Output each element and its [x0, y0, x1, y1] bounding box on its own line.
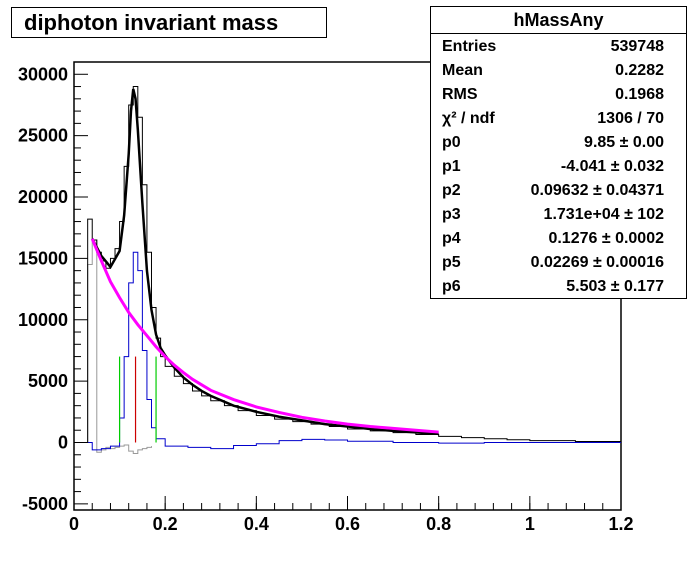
stats-row: p5 0.02269 ± 0.00016 [431, 251, 686, 275]
stats-value: 1.731e+04 ± 102 [543, 206, 664, 223]
stats-box-title: hMassAny [431, 7, 686, 34]
stats-label: Mean [442, 62, 483, 79]
stats-value: 0.2282 [615, 62, 664, 79]
stats-label: p6 [442, 278, 461, 295]
stats-row: p1 -4.041 ± 0.032 [431, 155, 686, 179]
stats-row: Entries 539748 [431, 35, 686, 59]
stats-label: p5 [442, 254, 461, 271]
stats-row: p6 5.503 ± 0.177 [431, 275, 686, 299]
stats-value: 539748 [610, 38, 664, 55]
signal-histogram [83, 251, 621, 451]
stats-row: p4 0.1276 ± 0.0002 [431, 227, 686, 251]
stats-row: Mean 0.2282 [431, 59, 686, 83]
stats-value: 0.1968 [615, 86, 664, 103]
series-layer [83, 86, 622, 455]
stats-label: RMS [442, 86, 478, 103]
stats-row: RMS 0.1968 [431, 83, 686, 107]
stats-value: 5.503 ± 0.177 [566, 278, 664, 295]
y-tick-label: -5000 [22, 494, 68, 514]
stats-label: p2 [442, 182, 461, 199]
stats-label: p0 [442, 134, 461, 151]
x-tick-label: 0 [69, 514, 79, 534]
y-tick-label: 15000 [18, 248, 68, 268]
y-tick-label: 20000 [18, 187, 68, 207]
stats-row: χ² / ndf 1306 / 70 [431, 107, 686, 131]
y-tick-label: 25000 [18, 126, 68, 146]
stats-row: p2 0.09632 ± 0.04371 [431, 179, 686, 203]
stats-value: 1306 / 70 [597, 110, 664, 127]
stats-value: 0.09632 ± 0.04371 [530, 182, 664, 199]
stats-label: p3 [442, 206, 461, 223]
x-tick-label: 0.4 [244, 514, 269, 534]
y-tick-label: 30000 [18, 64, 68, 84]
stats-label: χ² / ndf [442, 110, 495, 127]
total-fit-curve [91, 88, 439, 436]
x-tick-label: 0.2 [153, 514, 178, 534]
stats-value: 0.1276 ± 0.0002 [548, 230, 664, 247]
chart-title: diphoton invariant mass [11, 7, 327, 38]
stats-value: 0.02269 ± 0.00016 [530, 254, 664, 271]
stats-value: 9.85 ± 0.00 [584, 134, 664, 151]
stats-box: hMassAny Entries 539748 Mean 0.2282 RMS 0.196… [430, 6, 687, 299]
stats-row: p0 9.85 ± 0.00 [431, 131, 686, 155]
x-tick-label: 1.2 [608, 514, 633, 534]
stats-row: p3 1.731e+04 ± 102 [431, 203, 686, 227]
y-tick-label: 0 [58, 432, 68, 452]
stats-label: Entries [442, 38, 497, 55]
x-tick-label: 1 [525, 514, 535, 534]
y-tick-label: 5000 [28, 371, 68, 391]
stats-label: p4 [442, 230, 461, 247]
x-tick-label: 0.6 [335, 514, 360, 534]
y-tick-label: 10000 [18, 310, 68, 330]
background-fit-curve [90, 238, 439, 434]
stats-label: p1 [442, 158, 461, 175]
x-tick-label: 0.8 [426, 514, 451, 534]
stats-value: -4.041 ± 0.032 [560, 158, 664, 175]
subtracted-histogram [83, 239, 152, 455]
